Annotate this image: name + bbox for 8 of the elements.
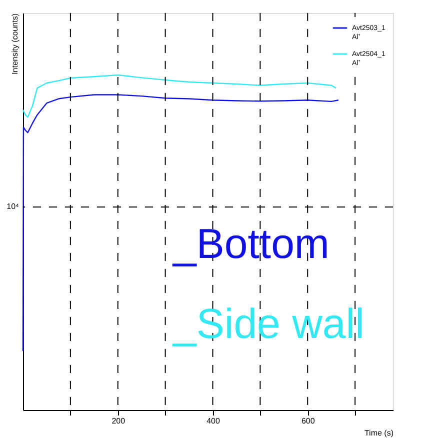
x-tick-label: 600 (301, 416, 316, 426)
x-tick-label: 400 (206, 416, 220, 426)
text: 10⁴ (6, 202, 20, 211)
y-axis-title: Intensity (counts) (10, 13, 20, 74)
annotation: _Bottom (172, 220, 330, 267)
x-axis-title: Time (s) (364, 428, 394, 438)
x-tick-label: 200 (112, 416, 126, 426)
annotation: _Side wall (172, 300, 364, 347)
